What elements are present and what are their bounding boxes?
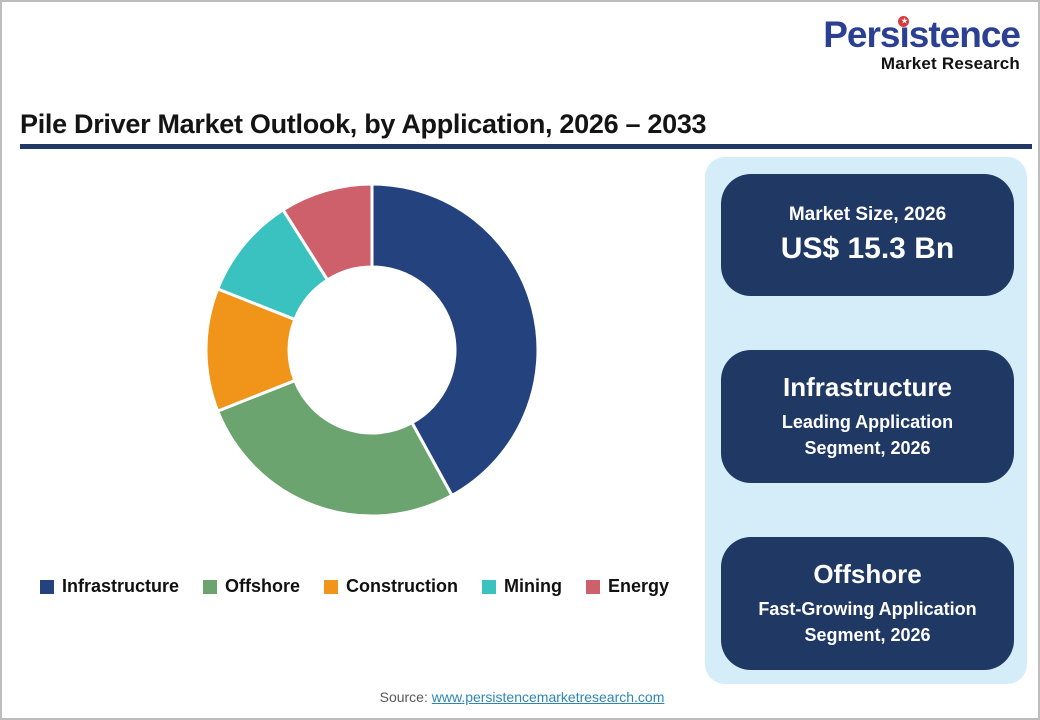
legend-item-offshore: Offshore xyxy=(203,576,300,597)
legend-label: Mining xyxy=(504,576,562,596)
market-size-title: Market Size, 2026 xyxy=(788,204,947,225)
legend-label: Energy xyxy=(608,576,670,596)
legend-swatch-icon xyxy=(482,579,497,594)
source-line: Source: www.persistencemarketresearch.co… xyxy=(2,689,1038,705)
legend-item-mining: Mining xyxy=(482,576,562,597)
leading-segment-card: Infrastructure Leading Application Segme… xyxy=(721,350,1014,483)
fast-growing-segment-caption: Fast-Growing Application Segment, 2026 xyxy=(758,598,977,645)
legend-swatch-icon xyxy=(586,579,600,594)
donut-segment-offshore xyxy=(216,379,454,518)
legend-label: Offshore xyxy=(225,576,301,596)
legend-label: Construction xyxy=(346,576,459,596)
leading-segment-caption: Leading Application Segment, 2026 xyxy=(781,411,954,458)
page-title: Pile Driver Market Outlook, by Applicati… xyxy=(20,109,707,139)
fast-growing-segment-card: Offshore Fast-Growing Application Segmen… xyxy=(721,537,1014,670)
legend-item-construction: Construction xyxy=(324,576,458,597)
donut-chart-container xyxy=(201,179,543,521)
title-underline xyxy=(20,144,1032,149)
legend-swatch-icon xyxy=(203,579,217,594)
donut-chart xyxy=(204,182,540,518)
fast-growing-segment-name: Offshore xyxy=(813,558,922,589)
donut-segment-energy xyxy=(281,182,374,282)
persistence-market-research-logo: Persı ★ stence Market Research xyxy=(823,14,1021,73)
legend-item-energy: Energy xyxy=(586,576,669,597)
highlights-panel: Market Size, 2026 US$ 15.3 Bn Infrastruc… xyxy=(705,157,1027,684)
donut-segment-infrastructure xyxy=(370,182,540,497)
source-link[interactable]: www.persistencemarketresearch.com xyxy=(431,689,665,705)
chart-legend: Infrastructure Offshore Construction Mining… xyxy=(7,576,702,597)
logo-wordmark: Persı ★ stence xyxy=(823,14,1021,55)
market-size-value: US$ 15.3 Bn xyxy=(780,232,955,265)
source-label: Source: xyxy=(379,689,428,705)
market-size-card: Market Size, 2026 US$ 15.3 Bn xyxy=(721,174,1014,296)
leading-segment-name: Infrastructure xyxy=(782,371,953,402)
logo-subtitle: Market Research xyxy=(880,54,1020,73)
legend-label: Infrastructure xyxy=(61,576,179,596)
legend-item-infrastructure: Infrastructure xyxy=(39,576,179,597)
logo-star-icon: ★ xyxy=(898,16,910,27)
legend-swatch-icon xyxy=(324,579,339,594)
legend-swatch-icon xyxy=(39,579,54,594)
